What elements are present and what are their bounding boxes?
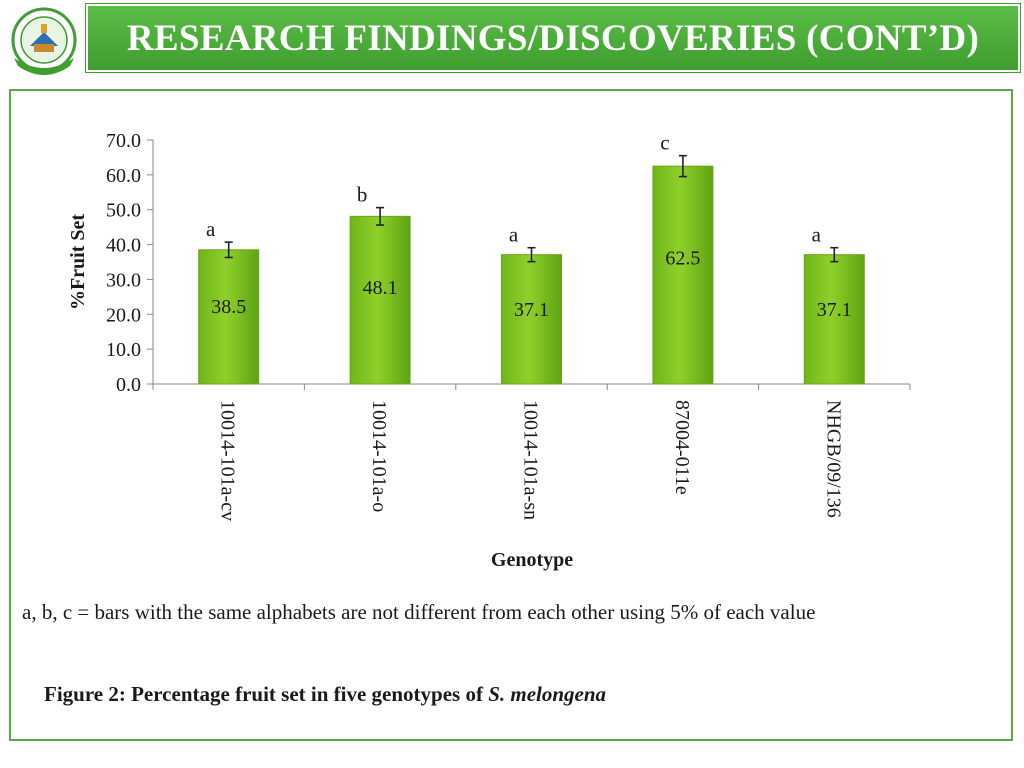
bar-chart: 0.0 10.0 20.0 30.0 40.0 50.0 60.0 70.0 a 38.5 1001… [67, 130, 911, 571]
significance-letter: a [509, 223, 519, 247]
caption-species: S. melongena [488, 682, 607, 706]
y-tick-label: 10.0 [106, 339, 141, 361]
significance-letter: a [812, 223, 822, 247]
y-tick-label: 0.0 [116, 374, 141, 396]
significance-note: a, b, c = bars with the same alphabets a… [22, 600, 816, 624]
y-tick-label: 40.0 [106, 235, 141, 257]
y-tick-label: 70.0 [106, 130, 141, 152]
data-label: 37.1 [817, 299, 852, 321]
y-axis-title: %Fruit Set [67, 214, 89, 310]
bar [803, 254, 865, 385]
caption-text: Figure 2: Percentage fruit set in five g… [44, 682, 489, 706]
y-tick-label: 30.0 [106, 269, 141, 291]
category-label: 10014-101a-o [368, 400, 390, 512]
bar [198, 249, 260, 385]
title-banner: RESEARCH FINDINGS/DISCOVERIES (CONT’D) [86, 4, 1020, 72]
bar [349, 215, 411, 385]
y-tick-label: 50.0 [106, 200, 141, 222]
category-label: 10014-101a-sn [520, 400, 542, 520]
significance-letter: b [357, 183, 368, 207]
bar [501, 254, 562, 385]
page-title: RESEARCH FINDINGS/DISCOVERIES (CONT’D) [126, 17, 980, 59]
data-label: 37.1 [514, 299, 549, 321]
bar [652, 165, 714, 385]
y-tick-label: 60.0 [106, 165, 141, 187]
significance-letter: a [206, 217, 216, 241]
data-label: 48.1 [363, 277, 398, 299]
x-axis-title: Genotype [491, 549, 573, 571]
data-label: 38.5 [211, 296, 246, 318]
university-logo [11, 7, 77, 75]
figure-caption: Figure 2: Percentage fruit set in five g… [44, 682, 606, 707]
category-label: 10014-101a-cv [217, 400, 239, 521]
content-frame [9, 89, 1013, 741]
data-label: 62.5 [665, 248, 700, 270]
category-label: 87004-011e [671, 400, 693, 495]
category-label: NHGB/09/136 [822, 400, 844, 518]
y-tick-label: 20.0 [106, 304, 141, 326]
significance-letter: c [660, 131, 669, 155]
